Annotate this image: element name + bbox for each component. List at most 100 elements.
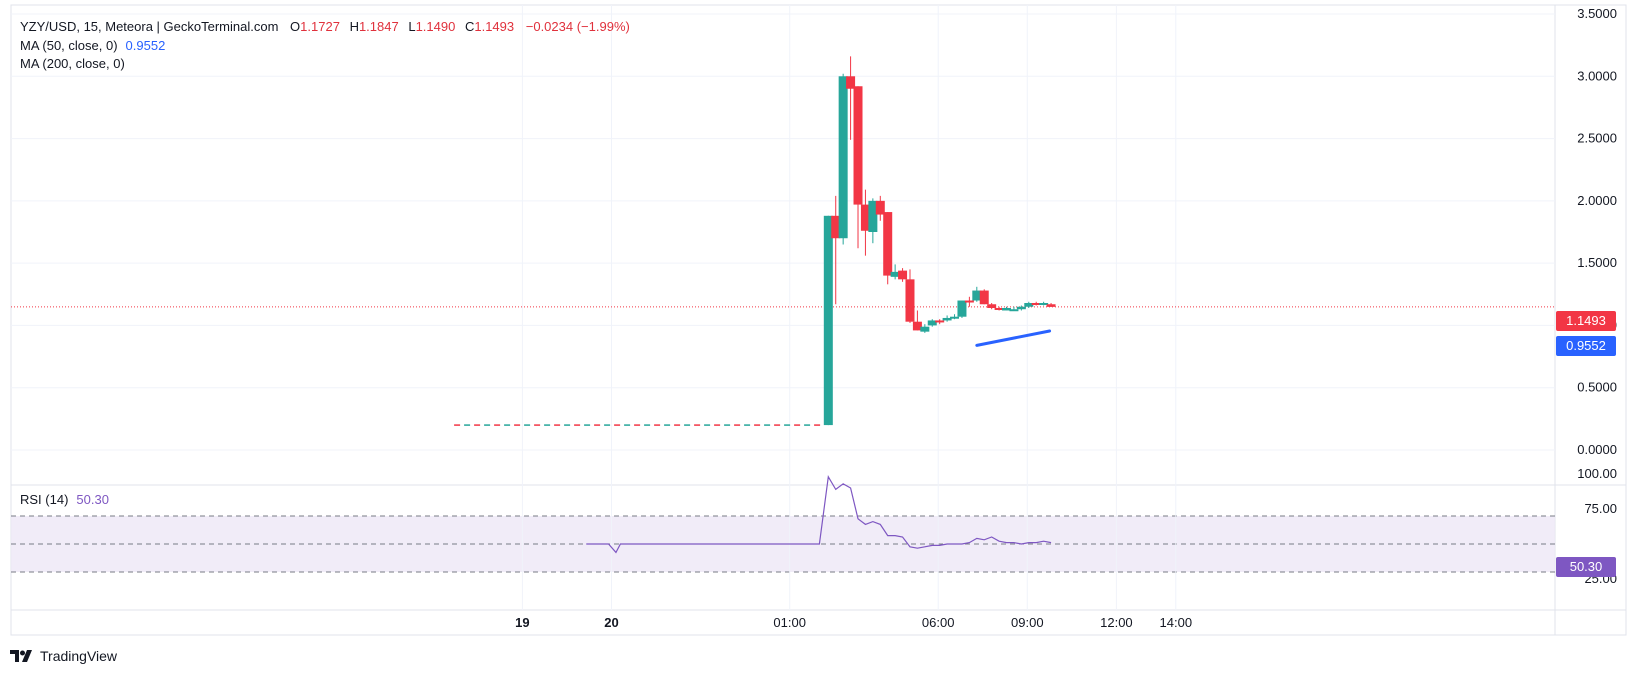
candle-body	[898, 270, 908, 280]
candle-down	[898, 268, 908, 282]
tradingview-logo-icon	[10, 650, 32, 662]
candle-body	[875, 200, 885, 215]
candle-down	[912, 310, 922, 331]
candle-down	[1046, 303, 1056, 307]
low-label: L	[408, 19, 416, 34]
symbol-legend: YZY/USD, 15, Meteora | GeckoTerminal.com…	[20, 18, 632, 36]
time-axis-label: 09:00	[1011, 615, 1044, 630]
candle-down	[935, 319, 945, 325]
rsi-value-badge: 50.30	[1556, 557, 1616, 577]
ma50-value: 0.9552	[125, 38, 166, 53]
candle-down	[860, 189, 870, 256]
price-axis-label: 2.0000	[1577, 193, 1617, 208]
candle-body	[868, 200, 878, 232]
candle-up	[1016, 305, 1026, 311]
candle-down	[964, 296, 974, 307]
candle-up	[868, 198, 878, 244]
candle-down	[987, 303, 997, 310]
candle-body	[853, 86, 863, 205]
rsi-legend-value: 50.30	[76, 492, 109, 507]
candle-body	[1009, 309, 1019, 312]
ma50-label: MA (50, close, 0)	[20, 38, 118, 53]
candle-up	[1009, 306, 1019, 312]
open-value: 1.1727	[300, 19, 340, 34]
candle-body	[890, 271, 900, 277]
price-axis-label: 2.5000	[1577, 131, 1617, 146]
candle-body	[942, 317, 952, 321]
ma50-price-badge: 0.9552	[1556, 336, 1616, 356]
rsi-axis-label: 75.00	[1584, 501, 1617, 516]
rsi-line	[586, 474, 1052, 554]
candle-body	[950, 316, 960, 319]
candle-up	[1024, 301, 1034, 308]
symbol-title: YZY/USD, 15, Meteora | GeckoTerminal.com	[20, 19, 279, 34]
ma50-line	[975, 329, 1052, 347]
price-axis-label: 3.0000	[1577, 68, 1617, 83]
rsi-axis-label: 100.00	[1577, 466, 1617, 481]
candle-up	[838, 73, 848, 245]
candle-up	[890, 264, 900, 280]
candle-down	[979, 289, 989, 305]
candle-down	[846, 56, 856, 140]
grid-lines	[11, 5, 1555, 610]
change-value: −0.0234 (−1.99%)	[525, 19, 630, 34]
candle-body	[1039, 303, 1049, 306]
candle-down	[875, 195, 885, 221]
price-axis-label: 3.5000	[1577, 6, 1617, 21]
candle-body	[823, 215, 833, 426]
high-value: 1.1847	[358, 19, 399, 34]
candle-down	[994, 306, 1004, 311]
time-axis-label: 12:00	[1100, 615, 1133, 630]
time-axis-label: 14:00	[1160, 615, 1193, 630]
candle-body	[1016, 306, 1026, 310]
ma50-legend[interactable]: MA (50, close, 0) 0.9552	[20, 37, 167, 55]
candle-down	[1031, 301, 1041, 306]
price-axis-label: 0.0000	[1577, 442, 1617, 457]
time-axis: 19 20 01:00 06:00 09:00 12:00 14:00	[515, 615, 1192, 630]
candle-body	[987, 304, 997, 308]
candle-up	[957, 300, 967, 318]
time-axis-label: 06:00	[922, 615, 955, 630]
last-price-badge: 1.1493	[1556, 311, 1616, 331]
ma200-legend[interactable]: MA (200, close, 0)	[20, 55, 127, 73]
candle-body	[912, 321, 922, 331]
candle-body	[860, 204, 870, 231]
low-value: 1.1490	[415, 19, 456, 34]
rsi-legend[interactable]: RSI (14) 50.30	[20, 491, 111, 509]
close-value: 1.1493	[474, 19, 515, 34]
tradingview-logo[interactable]: TradingView	[10, 648, 117, 664]
candle-body	[927, 320, 937, 326]
candle-body	[972, 290, 982, 301]
candle-body	[905, 279, 915, 322]
candle-body	[838, 76, 848, 239]
candle-body	[831, 215, 841, 239]
time-axis-label: 01:00	[773, 615, 806, 630]
candle-up	[942, 315, 952, 322]
candle-up	[1002, 306, 1012, 311]
price-axis-label: 0.5000	[1577, 380, 1617, 395]
rsi-label: RSI (14)	[20, 492, 69, 507]
candle-body	[1046, 304, 1056, 307]
candle-up	[920, 324, 930, 333]
candle-body	[1002, 307, 1012, 311]
candle-body	[994, 307, 1004, 310]
ma200-label: MA (200, close, 0)	[20, 56, 125, 71]
candle-body	[1024, 303, 1034, 307]
candle-down	[853, 86, 863, 249]
close-label: C	[464, 19, 475, 34]
time-axis-label: 19	[515, 615, 529, 630]
time-axis-label: 20	[604, 615, 618, 630]
ma50-polyline	[975, 329, 1052, 347]
candle-up	[823, 215, 833, 426]
candle-down	[883, 212, 893, 285]
open-label: O	[290, 19, 301, 34]
candlestick-series	[823, 56, 1056, 426]
price-axis-label: 1.5000	[1577, 255, 1617, 270]
candle-up	[927, 319, 937, 327]
rsi-polyline	[586, 474, 1052, 554]
candle-up	[1039, 301, 1049, 306]
candle-body	[920, 326, 930, 332]
candle-up	[950, 314, 960, 320]
candle-up	[972, 286, 982, 302]
